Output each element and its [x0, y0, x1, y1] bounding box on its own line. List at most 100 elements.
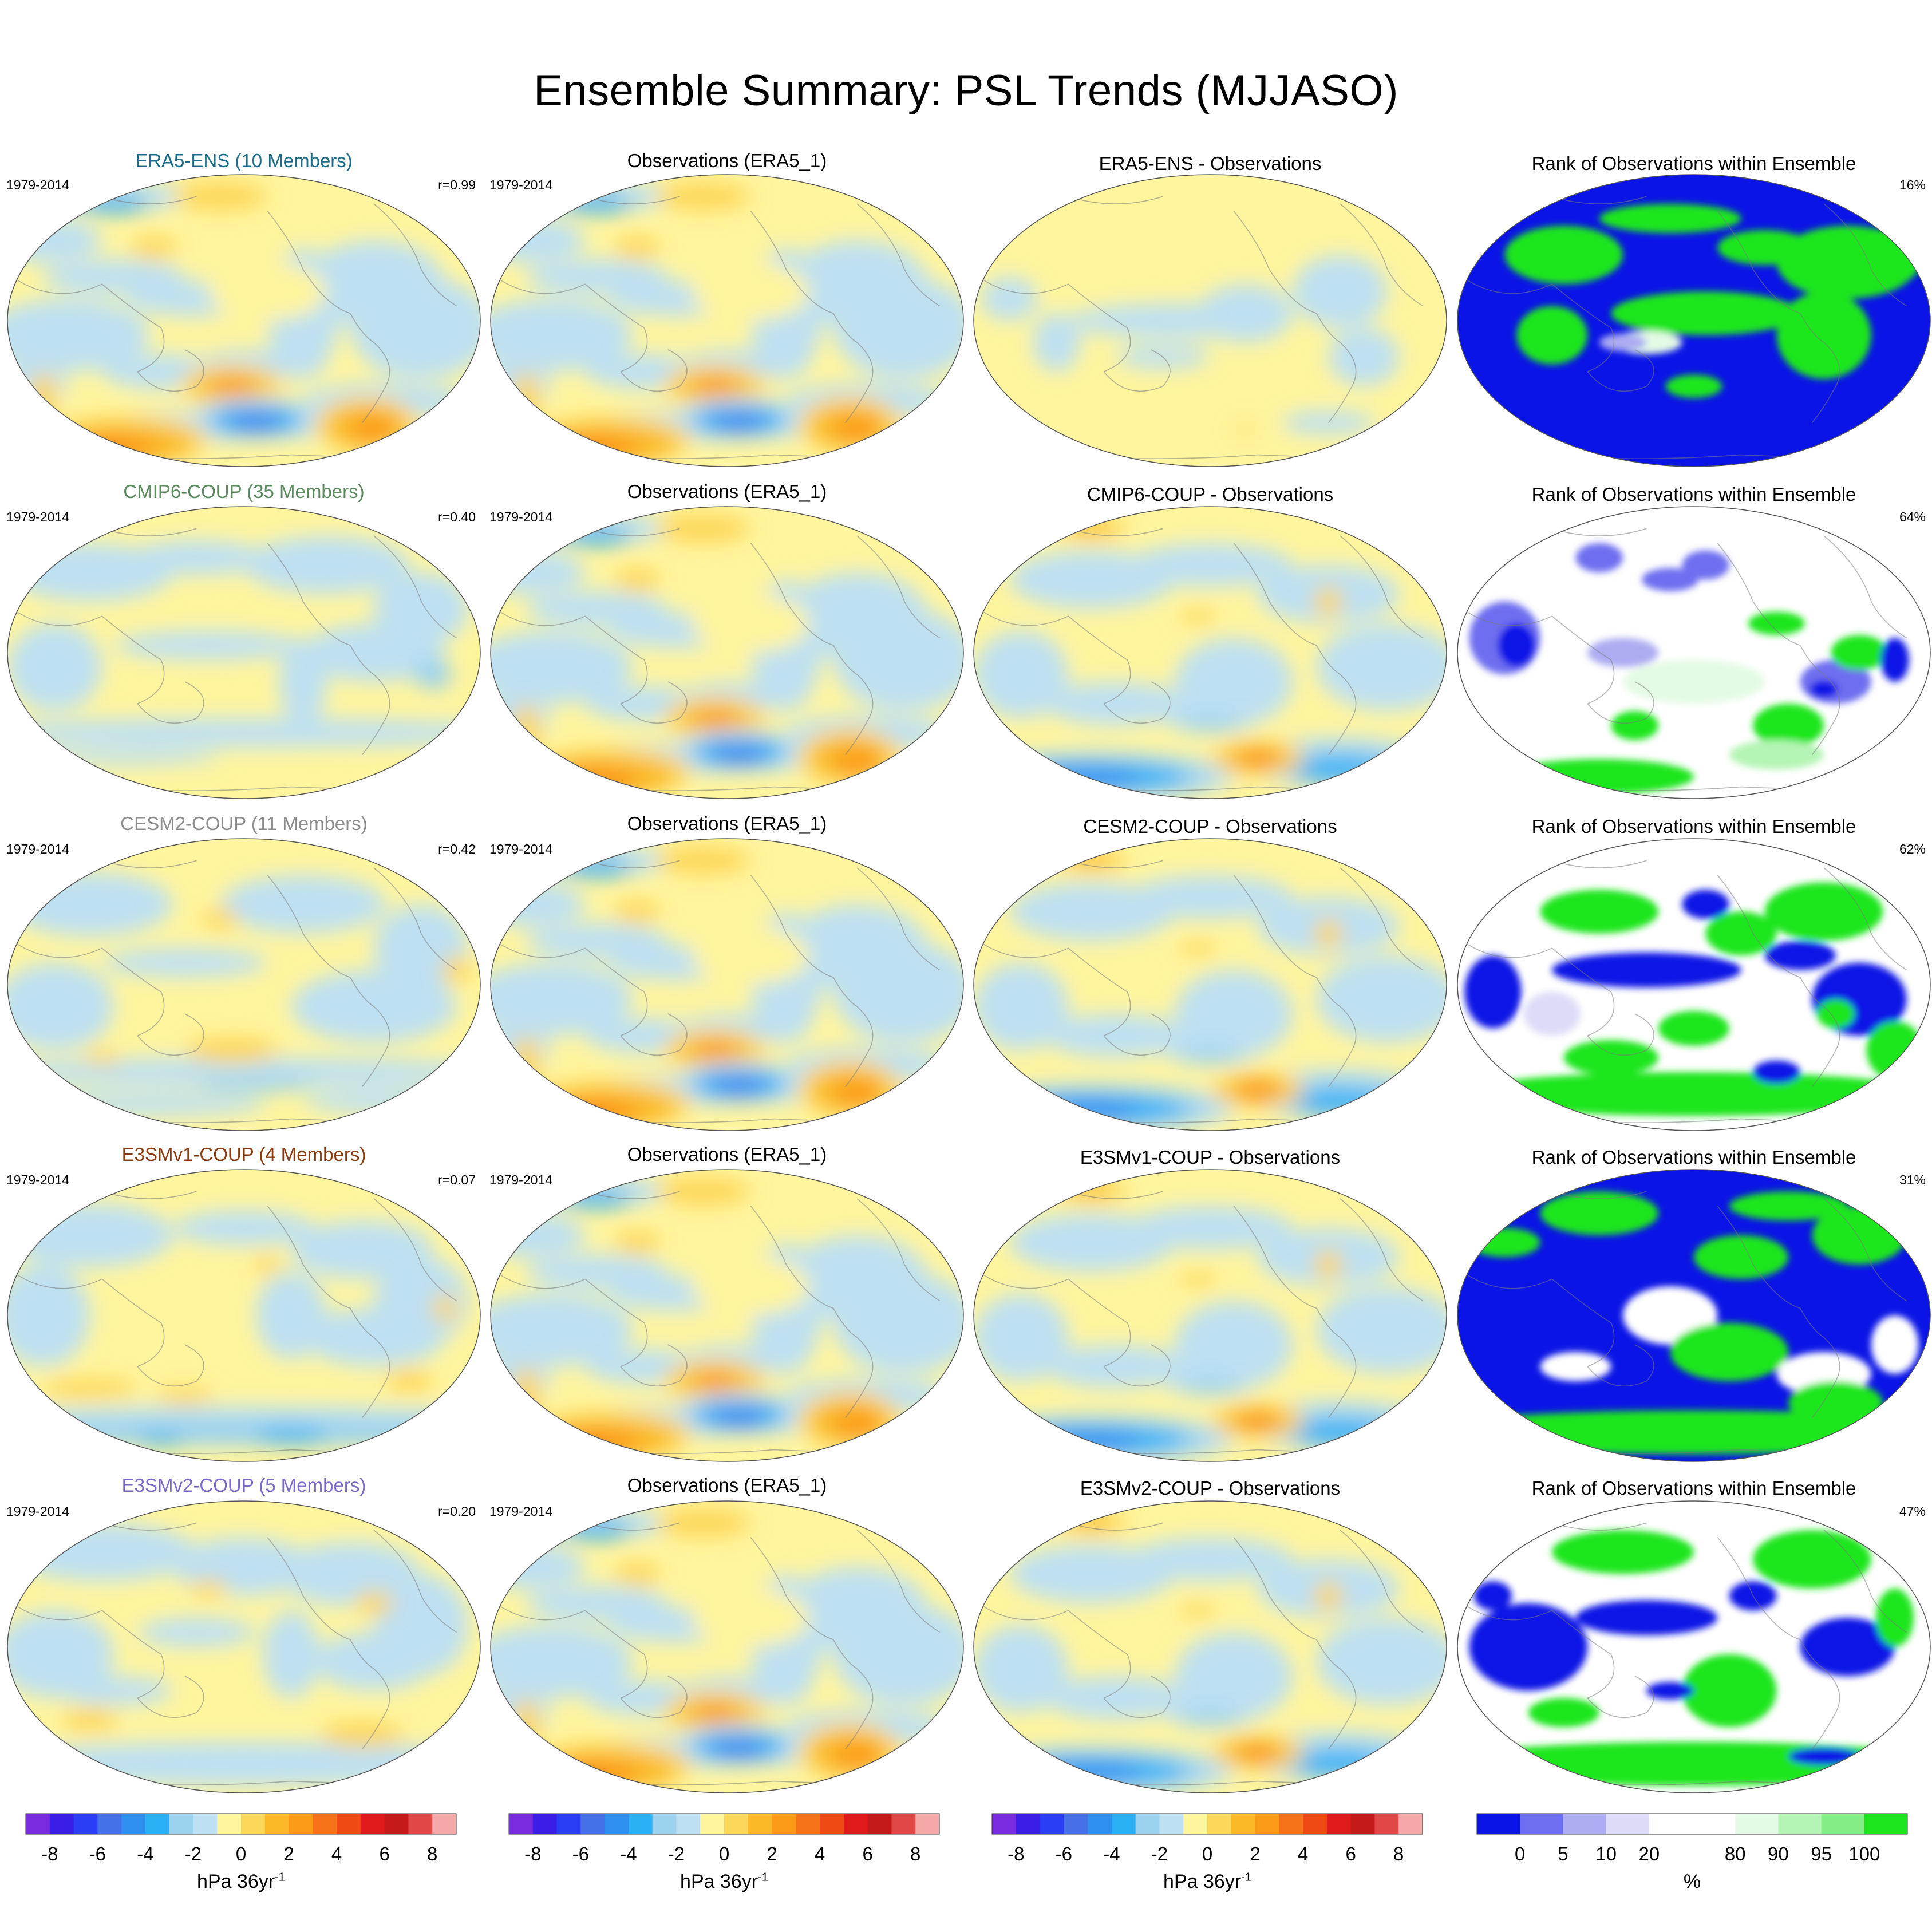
- contour-region: [1179, 1271, 1218, 1286]
- contour-region: [1753, 1530, 1871, 1589]
- contour-region: [526, 1254, 668, 1290]
- contour-region: [350, 417, 398, 444]
- contour-region: [1552, 952, 1741, 988]
- contour-region: [833, 941, 963, 1043]
- contour-region: [1314, 919, 1343, 949]
- colorbar-swatch: [1821, 1814, 1865, 1834]
- contour-region: [1682, 1654, 1777, 1728]
- colorbar-swatch: [408, 1814, 433, 1834]
- contour-region: [526, 923, 668, 959]
- contour-region: [1021, 1100, 1140, 1121]
- colorbar-swatch: [1303, 1814, 1327, 1834]
- model-map: [7, 1500, 481, 1793]
- contour-region: [833, 1412, 881, 1439]
- contour-region: [7, 1610, 114, 1698]
- contour-region: [561, 446, 609, 464]
- contour-region: [1182, 1378, 1239, 1393]
- contour-region: [696, 711, 734, 726]
- contour-region: [1540, 890, 1659, 934]
- difference-title: CESM2-COUP - Observations: [1083, 816, 1337, 837]
- contour-region: [1175, 1301, 1293, 1389]
- contour-region: [1642, 568, 1699, 591]
- contour-region: [1073, 523, 1111, 535]
- contour-region: [113, 630, 303, 660]
- colorbar-swatch: [337, 1814, 361, 1834]
- period-label: 1979-2014: [489, 509, 552, 524]
- contour-region: [1314, 1581, 1343, 1611]
- observations-title: Observations (ERA5_1): [627, 150, 827, 171]
- contour-region: [491, 962, 633, 1036]
- contour-region: [1073, 1517, 1111, 1529]
- contour-region: [974, 1293, 1069, 1381]
- contour-region: [1880, 638, 1909, 682]
- contour-region: [1182, 1709, 1239, 1725]
- contour-region: [974, 630, 1069, 718]
- colorbar-swatch: [1183, 1814, 1208, 1834]
- contour-region: [568, 785, 592, 795]
- pattern-correlation: r=0.40: [438, 509, 476, 524]
- period-label: 1979-2014: [489, 1504, 552, 1519]
- contour-region: [1127, 875, 1293, 919]
- contour-region: [491, 1213, 586, 1257]
- observations-title: Observations (ERA5_1): [627, 481, 827, 502]
- contour-region: [491, 218, 586, 262]
- contour-region: [1729, 1191, 1848, 1221]
- contour-region: [1753, 704, 1824, 748]
- model-map: [7, 174, 481, 467]
- contour-region: [724, 420, 753, 429]
- difference-map: [973, 1169, 1447, 1462]
- coastline: [495, 860, 952, 1123]
- contour-region: [692, 926, 810, 985]
- colorbar-swatch: [748, 1814, 773, 1834]
- colorbar-swatch: [217, 1814, 242, 1834]
- contour-region: [263, 1610, 320, 1698]
- contour-region: [512, 1698, 540, 1757]
- contour-region: [1552, 1530, 1694, 1574]
- contour-region: [1670, 1322, 1789, 1381]
- contour-region: [1523, 991, 1581, 1036]
- colorbar-tick-label: -6: [1055, 1843, 1072, 1864]
- rank-title: Rank of Observations within Ensemble: [1531, 153, 1856, 174]
- contour-region: [255, 1271, 327, 1360]
- difference-title: E3SMv1-COUP - Observations: [1080, 1147, 1341, 1168]
- rank-percent: 64%: [1899, 509, 1926, 524]
- contour-region: [1504, 226, 1623, 285]
- colorbar-tick-label: 90: [1768, 1843, 1789, 1864]
- difference-title: CMIP6-COUP - Observations: [1086, 484, 1334, 505]
- colorbar-swatch: [264, 1814, 290, 1834]
- trend-colorbar-2: [508, 1813, 940, 1835]
- contour-region: [491, 1293, 633, 1367]
- contour-region: [833, 1081, 881, 1108]
- contour-region: [696, 1705, 734, 1720]
- contour-region: [1788, 1747, 1860, 1765]
- contour-region: [1245, 754, 1270, 764]
- colorbar-swatch: [49, 1814, 74, 1834]
- colorbar-swatch: [1563, 1814, 1607, 1834]
- period-label: 1979-2014: [6, 177, 69, 192]
- contour-region: [253, 1255, 282, 1274]
- period-label: 1979-2014: [6, 841, 69, 856]
- colorbar-swatch: [1207, 1814, 1232, 1834]
- observations-title: Observations (ERA5_1): [627, 813, 827, 834]
- contour-region: [7, 962, 114, 1050]
- colorbar-tick-label: 8: [910, 1843, 921, 1864]
- model-map: [7, 506, 481, 799]
- contour-region: [561, 1772, 609, 1790]
- colorbar-tick-label: -8: [524, 1843, 542, 1864]
- contour-region: [1179, 1603, 1218, 1618]
- colorbar-swatch: [1111, 1814, 1136, 1834]
- rank-map: [1457, 1169, 1931, 1462]
- colorbar-swatch: [432, 1814, 457, 1834]
- contour-region: [42, 1378, 138, 1399]
- coastline: [11, 860, 469, 1123]
- colorbar-tick-label: -2: [667, 1843, 685, 1864]
- contour-region: [1876, 1589, 1914, 1647]
- contour-region: [696, 1374, 734, 1389]
- contour-region: [1498, 623, 1536, 667]
- contour-region: [491, 882, 586, 926]
- colorbar-tick-label: -8: [41, 1843, 58, 1864]
- colorbar-tick-label: 2: [767, 1843, 777, 1864]
- contour-region: [554, 1431, 640, 1457]
- contour-region: [724, 1084, 753, 1093]
- colorbar-swatch: [915, 1814, 940, 1834]
